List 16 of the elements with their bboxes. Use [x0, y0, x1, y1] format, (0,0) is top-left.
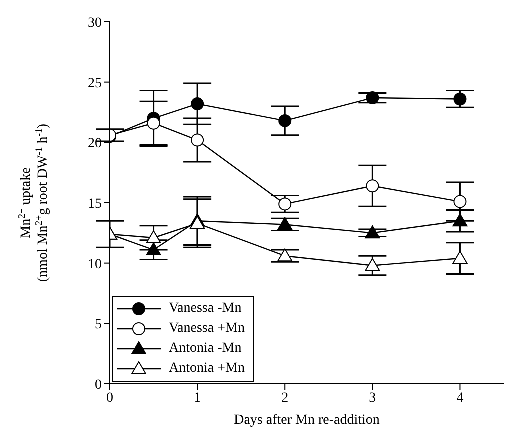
y-tick-label: 25	[88, 76, 102, 92]
y-tick-label: 30	[88, 16, 102, 31]
y-tick-label: 10	[88, 257, 102, 272]
x-tick-label: 0	[106, 390, 114, 406]
x-tick-label: 3	[369, 390, 376, 406]
legend-label: Vanessa +Mn	[169, 320, 245, 338]
y-tick-label: 0	[95, 378, 102, 393]
legend-label: Antonia -Mn	[169, 340, 242, 358]
y-tick-label: 15	[88, 196, 102, 212]
x-tick-label: 1	[194, 390, 202, 406]
x-tick-label: 2	[282, 390, 289, 406]
y-tick-label: 5	[95, 318, 102, 333]
x-tick-label: 4	[456, 390, 464, 406]
legend-label: Antonia +Mn	[169, 360, 245, 378]
x-axis-title: Days after Mn re-addition	[234, 413, 380, 428]
legend-label: Vanessa -Mn	[169, 300, 242, 318]
